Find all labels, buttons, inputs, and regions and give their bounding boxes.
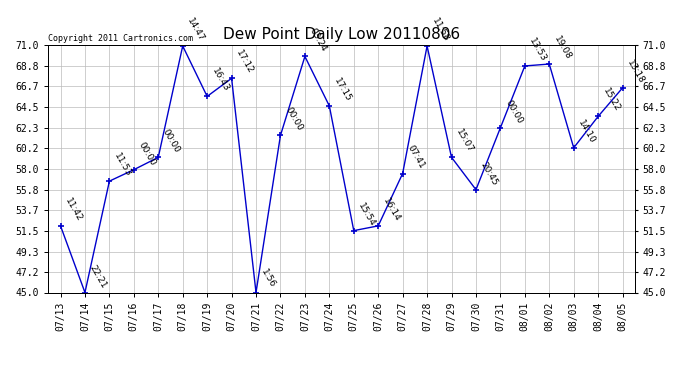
Text: 11:53: 11:53 [112,152,133,178]
Text: 00:00: 00:00 [161,128,181,154]
Text: Copyright 2011 Cartronics.com: Copyright 2011 Cartronics.com [48,33,193,42]
Text: 15:22: 15:22 [601,87,622,114]
Text: 13:18: 13:18 [625,58,646,85]
Text: 00:00: 00:00 [137,140,157,167]
Text: 07:41: 07:41 [406,144,426,171]
Text: 11:58: 11:58 [430,16,451,43]
Text: 16:14: 16:14 [381,196,402,223]
Title: Dew Point Daily Low 20110806: Dew Point Daily Low 20110806 [223,27,460,42]
Text: 15:54: 15:54 [357,201,377,228]
Text: 19:08: 19:08 [552,34,573,61]
Text: 13:53: 13:53 [528,36,549,63]
Text: 14:10: 14:10 [576,118,597,145]
Text: 22:21: 22:21 [88,263,108,290]
Text: 11:42: 11:42 [63,196,84,223]
Text: 16:43: 16:43 [210,67,230,94]
Text: 00:00: 00:00 [503,98,524,125]
Text: 14:47: 14:47 [186,16,206,43]
Text: 17:12: 17:12 [235,49,255,75]
Text: 17:15: 17:15 [332,76,353,103]
Text: 00:00: 00:00 [283,106,304,133]
Text: 15:07: 15:07 [454,128,475,154]
Text: 03:24: 03:24 [308,27,328,54]
Text: 20:45: 20:45 [479,160,500,187]
Text: 1:56: 1:56 [259,268,277,290]
